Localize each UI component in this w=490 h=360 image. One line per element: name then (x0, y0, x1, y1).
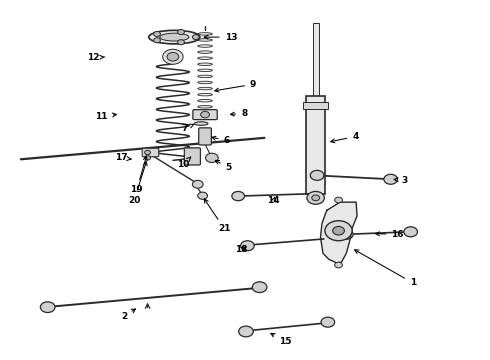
Circle shape (193, 180, 203, 188)
Circle shape (145, 150, 150, 155)
Circle shape (167, 53, 179, 61)
Circle shape (310, 170, 324, 180)
Text: 21: 21 (204, 199, 231, 233)
Text: 6: 6 (212, 136, 230, 145)
Circle shape (312, 195, 319, 201)
Text: 2: 2 (121, 309, 135, 321)
Ellipse shape (198, 69, 212, 72)
Ellipse shape (198, 81, 212, 84)
Circle shape (335, 262, 343, 268)
Ellipse shape (198, 39, 212, 41)
Text: 4: 4 (331, 132, 359, 143)
FancyBboxPatch shape (193, 110, 217, 120)
Bar (303, 102, 328, 109)
Circle shape (252, 282, 267, 293)
Ellipse shape (198, 33, 212, 35)
Circle shape (201, 111, 209, 118)
Circle shape (153, 31, 160, 36)
Circle shape (198, 192, 207, 199)
Ellipse shape (149, 30, 200, 44)
Text: 19: 19 (130, 156, 147, 194)
Circle shape (241, 241, 254, 251)
Text: 15: 15 (271, 333, 292, 346)
Ellipse shape (195, 122, 208, 125)
FancyBboxPatch shape (184, 148, 200, 165)
Circle shape (321, 317, 335, 327)
Ellipse shape (198, 63, 212, 66)
Text: 8: 8 (230, 109, 247, 118)
Circle shape (307, 192, 324, 204)
Text: 11: 11 (96, 112, 116, 121)
Ellipse shape (198, 99, 212, 102)
Text: 20: 20 (128, 162, 147, 204)
Ellipse shape (198, 57, 212, 59)
Bar (306, 96, 325, 194)
Ellipse shape (198, 51, 212, 53)
Circle shape (153, 38, 160, 43)
Circle shape (163, 49, 183, 64)
Ellipse shape (198, 45, 212, 47)
Text: 13: 13 (204, 33, 237, 42)
FancyBboxPatch shape (199, 128, 211, 145)
Circle shape (40, 302, 55, 312)
Ellipse shape (198, 93, 212, 96)
Text: 18: 18 (235, 245, 248, 254)
Circle shape (177, 40, 184, 45)
Text: 17: 17 (116, 153, 131, 162)
Polygon shape (320, 202, 357, 263)
Text: 14: 14 (268, 196, 280, 205)
Circle shape (145, 156, 150, 160)
Circle shape (404, 227, 417, 237)
Circle shape (335, 197, 343, 203)
Ellipse shape (198, 75, 212, 78)
Ellipse shape (198, 87, 212, 90)
Ellipse shape (160, 33, 189, 41)
Text: 16: 16 (376, 230, 404, 239)
Circle shape (232, 192, 245, 201)
Text: 3: 3 (394, 176, 407, 185)
FancyBboxPatch shape (142, 148, 159, 157)
Circle shape (384, 174, 397, 184)
Text: 1: 1 (355, 250, 416, 287)
Text: 7: 7 (182, 124, 194, 133)
Circle shape (193, 35, 199, 40)
Circle shape (205, 153, 218, 162)
Bar (313, 23, 318, 105)
Circle shape (177, 30, 184, 35)
Circle shape (325, 221, 352, 241)
Text: 10: 10 (177, 157, 191, 169)
Text: 5: 5 (215, 161, 232, 172)
Ellipse shape (198, 105, 212, 108)
Circle shape (333, 226, 344, 235)
Circle shape (340, 229, 353, 239)
Text: 9: 9 (215, 80, 256, 92)
Text: 12: 12 (87, 53, 105, 62)
Circle shape (239, 326, 253, 337)
